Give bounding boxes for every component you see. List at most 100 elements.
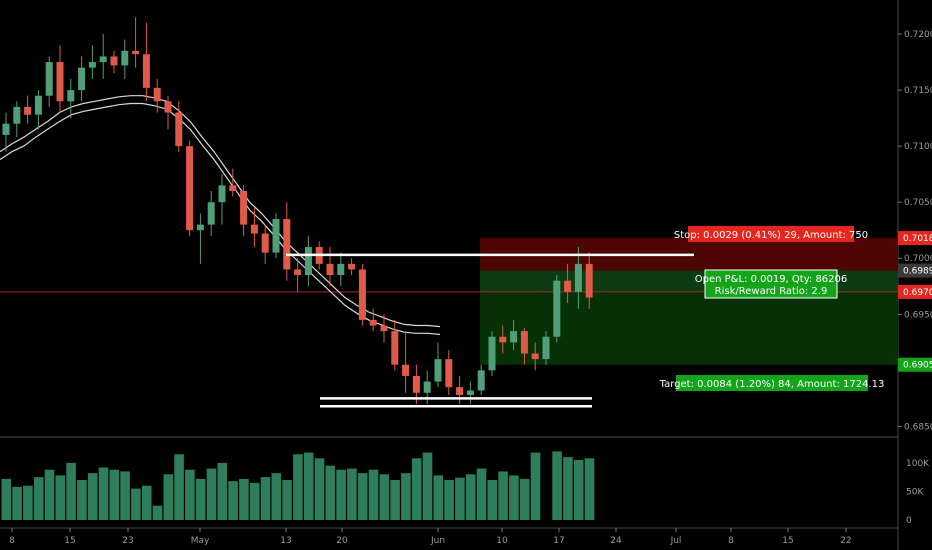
volume-bar (282, 480, 292, 520)
volume-bar (390, 480, 400, 520)
candle-body (261, 233, 269, 253)
volume-tick-label: 50K (906, 487, 924, 497)
volume-bar (141, 485, 152, 520)
volume-bar (552, 451, 562, 520)
candle-body (434, 359, 442, 382)
candle-body (229, 185, 237, 191)
volume-bar (44, 469, 55, 520)
price-tick-label: 0.6850 (904, 422, 932, 432)
candle-body (488, 336, 496, 371)
volume-bar (433, 475, 444, 520)
candle-body (402, 364, 410, 376)
candle-body (2, 123, 10, 135)
time-tick-label: 20 (336, 536, 348, 546)
candle-body (510, 331, 518, 343)
volume-bar (476, 468, 487, 520)
candle-body (542, 336, 550, 360)
volume-bar (325, 465, 336, 520)
volume-bar (152, 505, 163, 520)
volume-bar (293, 454, 303, 520)
volume-bar (444, 480, 454, 520)
volume-bar (206, 468, 217, 520)
volume-bar (87, 473, 98, 520)
volume-bar (347, 468, 357, 520)
volume-bar (55, 475, 66, 520)
candle-body (456, 387, 464, 396)
time-tick-label: 10 (496, 536, 508, 546)
current-price-tag-text: 0.6989 (903, 267, 932, 277)
volume-bar (217, 462, 228, 520)
volume-bar (120, 471, 130, 520)
volume-bar (509, 475, 519, 520)
target-price-tag-text: 0.6905 (903, 361, 932, 371)
volume-bar (77, 480, 87, 520)
time-tick-label: May (191, 536, 210, 546)
volume-bar (174, 454, 184, 520)
time-tick-label: 24 (610, 536, 622, 546)
volume-bar (1, 478, 12, 520)
candle-body (391, 331, 399, 365)
candle-body (207, 202, 215, 225)
volume-bar (314, 458, 325, 520)
candle-body (466, 390, 474, 396)
candle-body (380, 325, 388, 332)
candle-body (445, 359, 453, 388)
volume-bar (584, 458, 595, 520)
pnl-label-box (704, 269, 838, 299)
candle-body (132, 50, 140, 55)
time-tick-label: 23 (122, 536, 133, 546)
ema-lines (0, 95, 441, 336)
volume-bar (530, 452, 541, 520)
volume-bar (109, 469, 120, 520)
volume-bar (185, 469, 195, 520)
volume-bar (411, 458, 422, 520)
volume-bar (249, 482, 260, 520)
volume-bar (131, 488, 141, 520)
volume-bar (239, 478, 249, 520)
candle-body (531, 353, 539, 360)
pnl-label-line2: Risk/Reward Ratio: 2.9 (715, 286, 828, 297)
volume-bar (23, 485, 33, 520)
volume-bar (487, 480, 498, 520)
target-zone (480, 291, 898, 365)
candle-body (358, 269, 366, 320)
candle-body (186, 146, 194, 231)
time-tick-label: 13 (280, 536, 291, 546)
entry-price-tag-text: 0.6970 (903, 288, 932, 298)
volume-bar (455, 477, 465, 520)
candle-body (34, 95, 42, 115)
volume-bar (573, 460, 584, 520)
volume-bar (163, 474, 174, 520)
candle-body (56, 62, 64, 102)
entry-price-tag (898, 284, 932, 299)
time-tick-label: Jul (670, 536, 682, 546)
candle-body (45, 62, 53, 96)
time-tick-label: 8 (9, 536, 15, 546)
volume-tick-label: 100K (906, 459, 930, 469)
stop-label: Stop: 0.0029 (0.41%) 29, Amount: 750 (674, 230, 868, 241)
position-labels: 0.7018 0.6989 0.6970 0.6905 Stop: 0.0029 (0.… (659, 226, 932, 391)
target-label-box (676, 375, 868, 391)
time-tick-label: 15 (64, 536, 75, 546)
candle-body (283, 219, 291, 270)
candle-body (272, 219, 280, 253)
volume-bar (195, 478, 206, 520)
candle-body (250, 224, 258, 234)
volume-bar (33, 477, 44, 520)
candle-body (218, 185, 226, 203)
candle-body (294, 269, 302, 276)
candle-body (78, 67, 86, 91)
volume-bar (228, 481, 238, 520)
time-tick-label: 15 (782, 536, 793, 546)
stop-price-tag-text: 0.7018 (903, 234, 932, 244)
candle-body (369, 319, 377, 326)
pnl-label-line1: Open P&L: 0.0019, Qty: 86206 (695, 274, 848, 285)
volume-bar (563, 457, 573, 520)
